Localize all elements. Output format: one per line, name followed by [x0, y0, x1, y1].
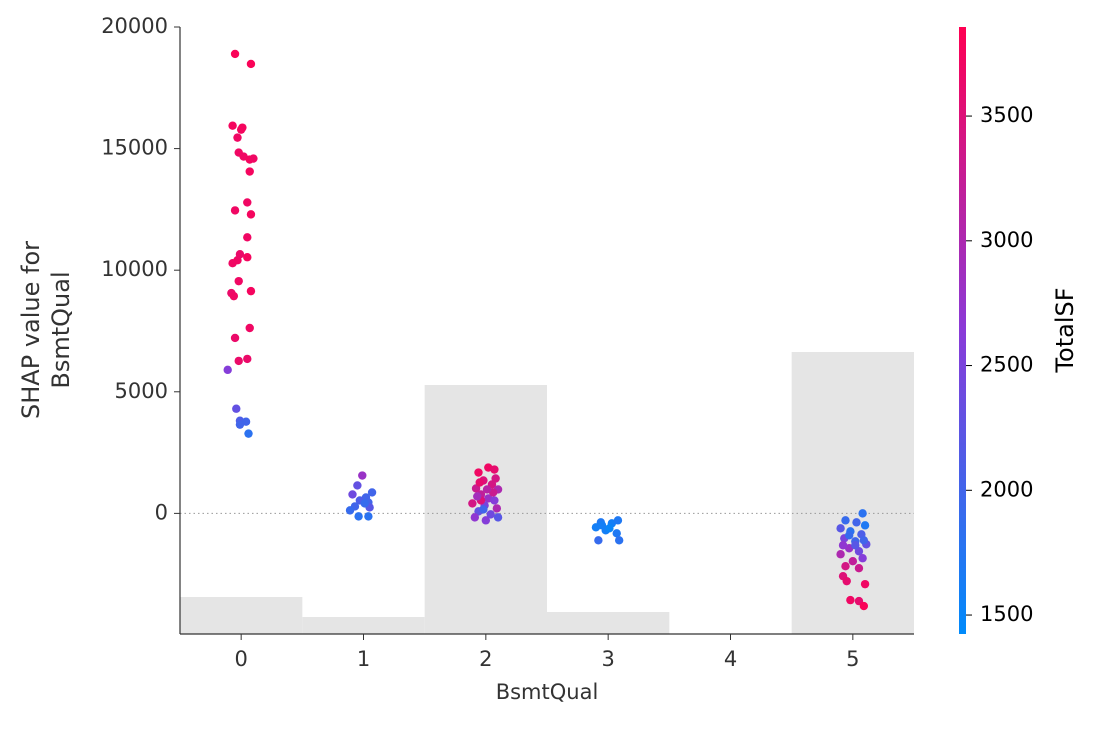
colorbar-tick-label: 3500: [980, 103, 1033, 127]
point: [353, 481, 362, 490]
point: [223, 365, 232, 375]
point: [230, 206, 240, 215]
point: [236, 125, 246, 134]
point: [838, 541, 848, 550]
point: [852, 518, 861, 527]
point: [836, 524, 845, 533]
point: [851, 541, 860, 550]
point: [234, 356, 243, 366]
point: [605, 524, 614, 533]
colorbar-tick-label: 1500: [980, 602, 1033, 626]
point: [246, 210, 256, 219]
point: [612, 529, 621, 538]
point: [243, 253, 252, 262]
colorbar-label: TotalSF: [1051, 287, 1079, 373]
histogram-bar: [302, 617, 425, 634]
point: [860, 521, 870, 530]
point: [246, 59, 256, 69]
y-axis-label: SHAP value for: [17, 241, 45, 419]
histogram-bar: [547, 612, 670, 634]
point: [228, 259, 237, 268]
point: [474, 468, 483, 477]
point: [244, 429, 253, 438]
x-tick-label: 1: [357, 647, 370, 671]
y-tick-label: 15000: [101, 136, 168, 160]
point: [360, 499, 369, 508]
point: [481, 516, 491, 525]
point: [229, 291, 239, 301]
point: [234, 276, 243, 286]
colorbar-tick-label: 3000: [980, 228, 1033, 252]
point: [246, 286, 256, 296]
point: [493, 513, 503, 522]
point: [230, 333, 240, 343]
point: [470, 513, 480, 522]
histogram-bar: [791, 352, 914, 634]
point: [859, 601, 869, 611]
colorbar-tick-label: 2500: [980, 353, 1033, 377]
point: [345, 506, 355, 515]
y-tick-label: 10000: [101, 257, 168, 281]
point: [243, 198, 252, 207]
point: [233, 133, 242, 142]
point: [848, 557, 858, 566]
point: [367, 488, 377, 497]
y-tick-label: 5000: [115, 379, 168, 403]
point: [243, 354, 252, 364]
x-tick-label: 3: [601, 647, 614, 671]
point: [594, 536, 603, 545]
point: [468, 499, 477, 508]
point: [249, 154, 258, 163]
histogram-bar: [180, 597, 303, 634]
point: [230, 49, 240, 59]
point: [858, 509, 867, 518]
point: [348, 490, 357, 499]
x-tick-label: 4: [724, 647, 737, 671]
point: [354, 512, 363, 521]
point: [243, 233, 252, 242]
point: [235, 420, 245, 429]
point: [232, 404, 241, 413]
point: [844, 531, 854, 540]
point: [858, 554, 867, 563]
point: [841, 561, 850, 571]
point: [490, 496, 499, 505]
point: [492, 504, 502, 513]
point: [842, 576, 851, 586]
point: [860, 579, 870, 589]
point: [486, 510, 495, 519]
point: [235, 250, 245, 259]
x-tick-label: 5: [846, 647, 859, 671]
x-tick-label: 0: [234, 647, 247, 671]
point: [475, 478, 484, 487]
point: [482, 485, 492, 494]
colorbar-tick-label: 2000: [980, 477, 1033, 501]
point: [364, 512, 373, 521]
point: [245, 323, 254, 333]
point: [854, 563, 864, 573]
point: [490, 465, 499, 474]
point: [597, 521, 607, 530]
x-tick-label: 2: [479, 647, 492, 671]
y-tick-label: 0: [155, 500, 168, 524]
colorbar: [959, 27, 966, 634]
point: [473, 492, 482, 501]
point: [836, 550, 845, 559]
point: [491, 474, 500, 483]
point: [358, 471, 367, 480]
point: [614, 536, 624, 545]
point: [245, 167, 254, 176]
point: [859, 536, 869, 545]
y-tick-label: 20000: [101, 14, 168, 38]
point: [846, 595, 855, 605]
point: [613, 516, 623, 525]
point: [228, 121, 237, 130]
y-axis-label: BsmtQual: [47, 271, 75, 388]
x-axis-label: BsmtQual: [496, 680, 599, 704]
point: [479, 505, 488, 514]
point: [841, 516, 850, 525]
